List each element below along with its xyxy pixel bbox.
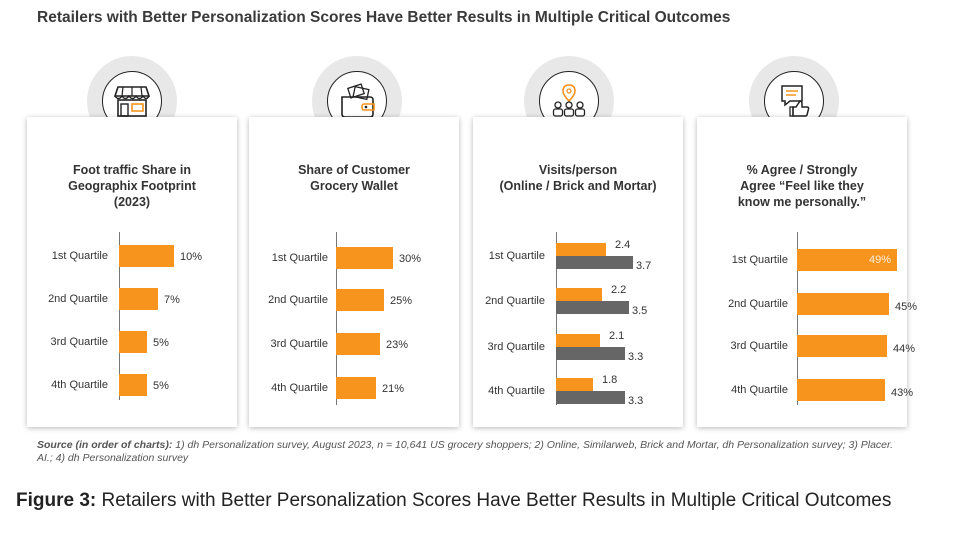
value-label: 25% [390, 295, 413, 307]
value-label: 30% [399, 253, 422, 265]
panel-title-line: Agree “Feel like they [740, 179, 864, 193]
value-label: 2.1 [609, 330, 625, 342]
value-label: 45% [895, 301, 918, 313]
bar [556, 256, 633, 269]
category-label: 4th Quartile [488, 385, 545, 397]
bar [336, 333, 380, 355]
bar [797, 379, 885, 401]
chart-axis [119, 232, 120, 400]
value-label: 3.5 [632, 304, 648, 317]
category-label: 2nd Quartile [485, 295, 545, 307]
value-label: 10% [180, 251, 203, 263]
chart-panel-grocery-wallet: Share of Customer Grocery Wallet [249, 117, 459, 427]
storefront-icon [113, 86, 151, 117]
category-label: 1st Quartile [488, 250, 545, 262]
value-label: 21% [382, 383, 405, 395]
bar [797, 249, 897, 271]
panel-title: Foot traffic Share in Geographix Footpri… [27, 162, 237, 210]
source-label: Source (in order of charts): [37, 439, 173, 451]
source-text: 1) dh Personalization survey, August 202… [37, 439, 894, 464]
source-note: Source (in order of charts): 1) dh Perso… [37, 439, 907, 465]
bar [797, 335, 887, 357]
value-label: 5% [153, 337, 169, 349]
chat-thumbs-up-icon [781, 85, 810, 117]
shoppers-location-icon [552, 84, 586, 117]
category-label: 3rd Quartile [270, 338, 328, 350]
bar [119, 331, 147, 353]
category-label: 3rd Quartile [487, 341, 545, 353]
chart-panel-agree: % Agree / Strongly Agree “Feel like they… [697, 117, 907, 427]
panel-title-line: Visits/person [538, 163, 618, 177]
value-label: 44% [893, 343, 916, 355]
panel-title-line: % Agree / Strongly [746, 163, 858, 177]
panel-title: Share of Customer Grocery Wallet [249, 162, 459, 194]
caption-label: Figure 3: [16, 490, 97, 511]
chart-axis [556, 232, 557, 405]
bar [119, 288, 158, 310]
bar [336, 247, 393, 269]
value-label: 49% [869, 254, 892, 266]
category-label: 3rd Quartile [730, 340, 788, 352]
value-label: 43% [891, 387, 914, 399]
panel-title-line: Geographix Footprint [68, 179, 196, 193]
bar [797, 293, 889, 315]
panel-title: Visits/person (Online / Brick and Mortar… [473, 162, 683, 194]
value-label: 2.4 [615, 239, 631, 251]
bar [556, 288, 602, 301]
bar [556, 378, 593, 391]
panel-title-line: Share of Customer [298, 163, 410, 177]
category-label: 1st Quartile [271, 252, 328, 264]
value-label: 23% [386, 339, 409, 351]
panel-title: % Agree / Strongly Agree “Feel like they… [697, 162, 907, 210]
bar [556, 301, 629, 314]
category-label: 3rd Quartile [50, 336, 108, 348]
category-label: 4th Quartile [731, 384, 788, 396]
panel-title-line: Foot traffic Share in [72, 163, 192, 177]
category-label: 4th Quartile [271, 382, 328, 394]
panel-title-line: (2023) [113, 195, 151, 209]
wallet-icon [341, 83, 375, 118]
value-label: 7% [164, 294, 180, 306]
panel-title-line: (Online / Brick and Mortar) [499, 179, 657, 193]
panel-title-line: Grocery Wallet [310, 179, 398, 193]
category-label: 4th Quartile [51, 379, 108, 391]
category-label: 1st Quartile [51, 250, 108, 262]
value-label: 3.3 [628, 394, 644, 407]
bar [119, 245, 174, 267]
value-label: 3.3 [628, 350, 644, 363]
value-label: 3.7 [636, 259, 652, 272]
chart-axis [336, 232, 337, 405]
figure-caption: Figure 3: Retailers with Better Personal… [16, 489, 916, 512]
bar [119, 374, 147, 396]
value-label: 2.2 [611, 284, 627, 296]
page-title: Retailers with Better Personalization Sc… [37, 9, 731, 26]
bar [336, 377, 376, 399]
chart-axis [797, 232, 798, 405]
caption-text: Retailers with Better Personalization Sc… [96, 490, 892, 511]
category-label: 2nd Quartile [48, 293, 108, 305]
category-label: 2nd Quartile [728, 298, 788, 310]
bar [336, 289, 384, 311]
bar [556, 243, 606, 256]
bar [556, 334, 600, 347]
panel-title-line: know me personally.” [737, 195, 867, 209]
bar [556, 347, 625, 360]
category-label: 2nd Quartile [268, 294, 328, 306]
chart-panel-visits: Visits/person (Online / Brick and Mortar… [473, 117, 683, 427]
value-label: 5% [153, 380, 169, 392]
value-label: 1.8 [602, 374, 618, 386]
category-label: 1st Quartile [731, 254, 788, 266]
bar [556, 391, 625, 404]
